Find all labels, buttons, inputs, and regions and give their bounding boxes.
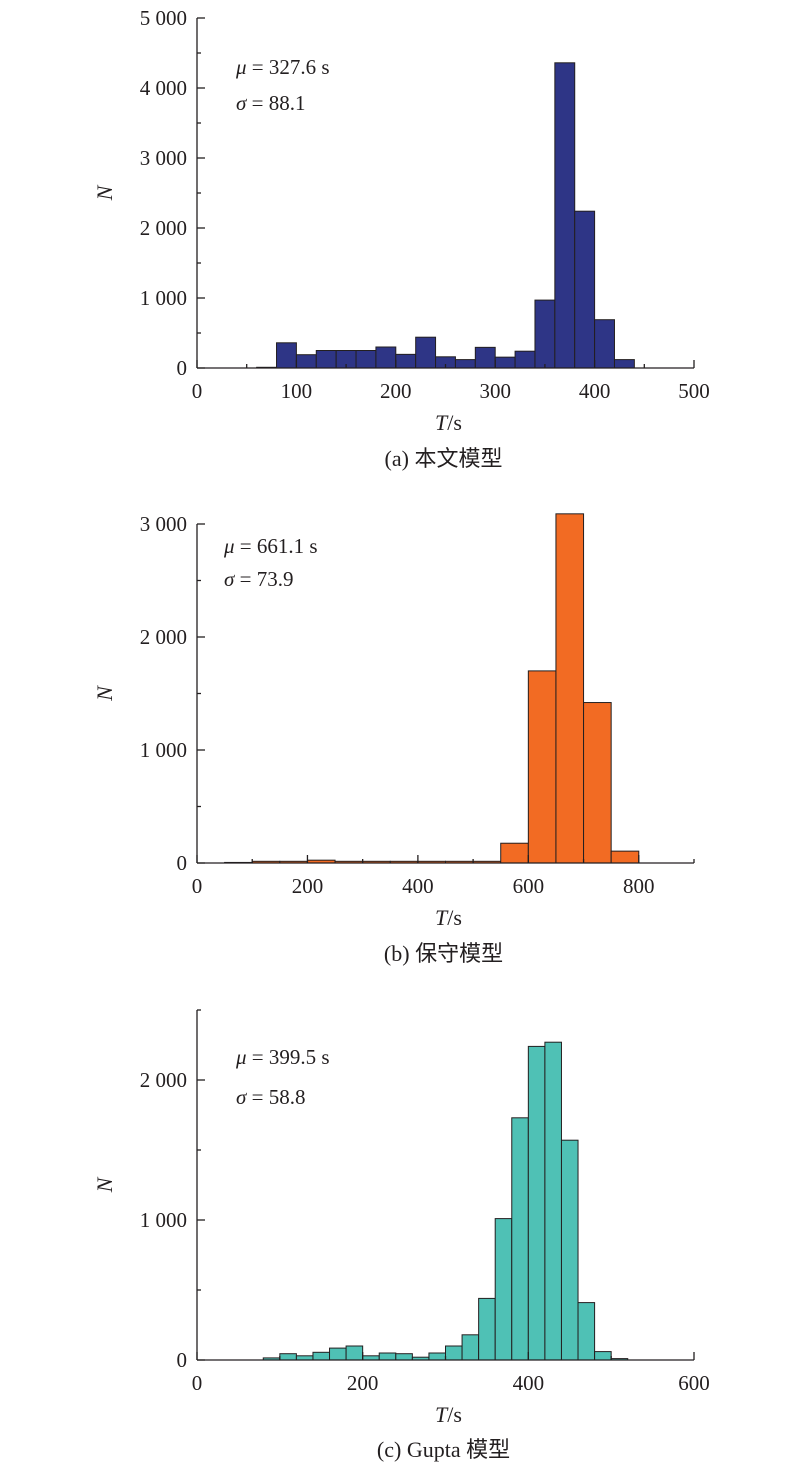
histogram-bar (594, 319, 615, 369)
histogram-bar (560, 1139, 579, 1361)
x-tick-label: 200 (292, 874, 324, 898)
y-tick-label: 0 (177, 356, 188, 380)
x-tick-label: 100 (281, 379, 313, 403)
histogram-bar (494, 1218, 513, 1361)
x-axis-title: T/s (435, 410, 462, 435)
y-tick-label: 5 000 (140, 6, 187, 30)
x-tick-label: 200 (380, 379, 412, 403)
histogram-bar (527, 670, 557, 864)
histogram-bar (555, 513, 585, 864)
x-tick-label: 600 (513, 874, 545, 898)
y-tick-label: 4 000 (140, 76, 187, 100)
histogram-bar (461, 1334, 480, 1361)
ticks-group: 0 200 400 600 0 1 000 2 000 (140, 1009, 710, 1395)
histogram-bar (329, 1347, 347, 1361)
ticks-group: 0 200 400 600 800 0 1 000 2 000 3 000 (140, 512, 695, 898)
histogram-bar (355, 350, 377, 369)
y-axis-title: N (92, 184, 117, 201)
histogram-bar (345, 1345, 364, 1361)
panel-a: 0 100 200 300 400 500 0 1 000 2 000 3 000 4 000 5 0… (92, 6, 710, 471)
x-tick-label: 0 (192, 1371, 203, 1395)
panel-caption: (c) Gupta 模型 (377, 1437, 510, 1462)
histogram-bar (415, 336, 437, 369)
bars-group (224, 513, 640, 864)
x-tick-label: 600 (678, 1371, 710, 1395)
histogram-bar (375, 346, 397, 369)
histogram-bar (594, 1351, 612, 1361)
mean-annotation: μ = 399.5 s (235, 1045, 330, 1069)
histogram-bar (534, 299, 556, 369)
x-tick-label: 500 (678, 379, 710, 403)
histogram-bar (574, 210, 596, 369)
x-tick-label: 300 (479, 379, 511, 403)
y-tick-label: 3 000 (140, 146, 187, 170)
y-tick-label: 2 000 (140, 625, 187, 649)
histogram-bar (395, 353, 417, 369)
stddev-annotation: σ = 88.1 (236, 91, 305, 115)
ticks-group: 0 100 200 300 400 500 0 1 000 2 000 3 000 4 000 5 0… (140, 6, 710, 403)
histogram-bar (315, 350, 337, 369)
x-axis-title: T/s (435, 905, 462, 930)
histogram-bar (494, 356, 516, 369)
histogram-bar (378, 1352, 397, 1361)
bars-group (262, 1041, 629, 1361)
histogram-bar (478, 1297, 496, 1361)
histogram-bar (295, 354, 317, 369)
y-tick-label: 2 000 (140, 1068, 187, 1092)
y-tick-label: 1 000 (140, 738, 187, 762)
histogram-bar (500, 842, 529, 864)
histogram-bar (610, 850, 640, 864)
panel-b: 0 200 400 600 800 0 1 000 2 000 3 000 T/s N μ = … (92, 512, 695, 966)
mean-annotation: μ = 661.1 s (223, 534, 318, 558)
y-axis-title: N (92, 685, 117, 702)
histogram-bar (428, 1352, 446, 1361)
x-axis-title: T/s (435, 1402, 462, 1427)
histogram-bar (583, 702, 612, 864)
x-tick-label: 400 (402, 874, 434, 898)
histogram-bar (276, 342, 297, 369)
histogram-bar (554, 62, 576, 369)
y-tick-label: 2 000 (140, 216, 187, 240)
stddev-annotation: σ = 58.8 (236, 1085, 305, 1109)
x-tick-label: 200 (347, 1371, 379, 1395)
histogram-bar (527, 1045, 546, 1361)
histogram-bar (514, 350, 536, 369)
panel-caption: (a) 本文模型 (385, 446, 503, 471)
mean-annotation: μ = 327.6 s (235, 55, 330, 79)
histogram-bar (395, 1353, 413, 1361)
histogram-bar (511, 1117, 529, 1361)
panel-caption: (b) 保守模型 (384, 941, 503, 966)
histogram-bar (544, 1041, 562, 1361)
y-tick-label: 1 000 (140, 286, 187, 310)
x-tick-label: 400 (579, 379, 611, 403)
x-tick-label: 0 (192, 379, 203, 403)
bars-group (256, 62, 635, 369)
histogram-bar (577, 1302, 596, 1361)
y-axis-title: N (92, 1176, 117, 1193)
x-tick-label: 800 (623, 874, 655, 898)
y-tick-label: 0 (177, 1348, 188, 1372)
y-tick-label: 0 (177, 851, 188, 875)
y-tick-label: 3 000 (140, 512, 187, 536)
histogram-bar (454, 359, 476, 369)
histogram-bar (279, 1353, 297, 1361)
x-tick-label: 400 (513, 1371, 545, 1395)
y-tick-label: 1 000 (140, 1208, 187, 1232)
histogram-bar (445, 1345, 463, 1361)
stddev-annotation: σ = 73.9 (224, 567, 293, 591)
x-tick-label: 0 (192, 874, 203, 898)
histogram-bar (613, 359, 635, 369)
histogram-bar (312, 1351, 331, 1361)
histogram-bar (474, 346, 496, 369)
